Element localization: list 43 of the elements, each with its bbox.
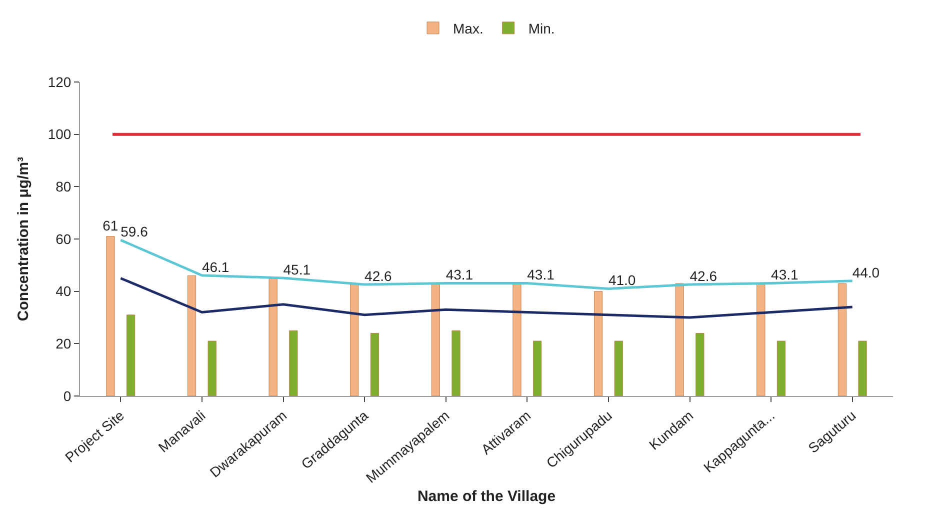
y-tick-label: 120 xyxy=(48,74,72,90)
bar xyxy=(289,330,298,396)
x-axis-title: Name of the Village xyxy=(417,488,556,505)
y-tick-label: 40 xyxy=(56,283,72,300)
bar xyxy=(350,283,359,396)
y-tick-label: 20 xyxy=(56,336,72,352)
bar xyxy=(431,283,440,396)
data-label: 42.6 xyxy=(690,268,718,284)
line-series xyxy=(119,238,854,290)
data-label: 46.1 xyxy=(202,258,230,275)
data-label: 43.1 xyxy=(527,266,555,283)
y-tick-label: 80 xyxy=(56,178,72,195)
legend-label: Max. xyxy=(453,20,484,36)
data-label: 42.6 xyxy=(364,268,392,284)
data-label: 43.1 xyxy=(446,266,474,283)
bar xyxy=(756,283,766,396)
data-label: 41.0 xyxy=(608,272,636,288)
bar xyxy=(533,340,542,396)
data-label: 59.6 xyxy=(120,224,148,240)
bar xyxy=(187,275,196,396)
bar xyxy=(370,332,380,396)
bar xyxy=(512,283,522,396)
data-label: 43.1 xyxy=(771,266,799,283)
data-label: 44.0 xyxy=(852,264,880,280)
bar xyxy=(776,340,786,396)
bar xyxy=(858,340,867,396)
bar xyxy=(452,330,460,396)
y-axis-title: Concentration in μg/m³ xyxy=(15,156,32,322)
bar xyxy=(838,283,846,396)
data-label: 61 xyxy=(102,217,118,234)
y-tick-label: 0 xyxy=(63,388,72,404)
bar xyxy=(696,332,704,396)
legend-label: Min. xyxy=(528,20,555,36)
bar xyxy=(106,236,115,396)
y-tick-label: 100 xyxy=(48,126,72,142)
bar xyxy=(614,340,623,396)
bar xyxy=(208,340,216,396)
data-label: 45.1 xyxy=(283,261,311,278)
bar xyxy=(268,278,278,396)
bar xyxy=(675,283,684,396)
bar xyxy=(126,314,136,396)
bar xyxy=(594,291,603,396)
y-tick-label: 60 xyxy=(56,230,72,247)
